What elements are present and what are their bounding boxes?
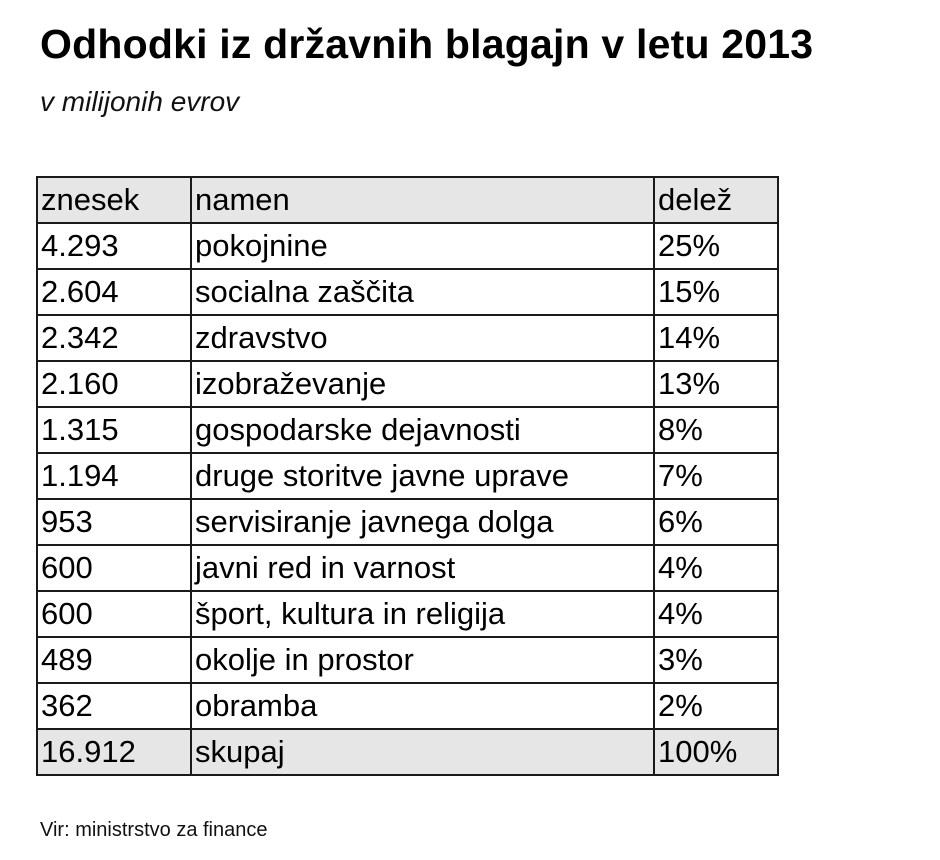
column-header-amount: znesek: [36, 176, 192, 224]
table-row: 600 šport, kultura in religija 4%: [36, 590, 779, 638]
table-row: 2.604 socialna zaščita 15%: [36, 268, 779, 316]
purpose-cell: servisiranje javnega dolga: [190, 498, 655, 546]
table-header-row: znesek namen delež: [36, 176, 779, 224]
share-cell: 3%: [653, 636, 779, 684]
share-cell: 14%: [653, 314, 779, 362]
table-row: 1.194 druge storitve javne uprave 7%: [36, 452, 779, 500]
amount-cell: 362: [36, 682, 192, 730]
share-cell: 2%: [653, 682, 779, 730]
table-row: 2.160 izobraževanje 13%: [36, 360, 779, 408]
table-row: 1.315 gospodarske dejavnosti 8%: [36, 406, 779, 454]
column-header-share: delež: [653, 176, 779, 224]
table-row: 362 obramba 2%: [36, 682, 779, 730]
total-amount-cell: 16.912: [36, 728, 192, 776]
purpose-cell: okolje in prostor: [190, 636, 655, 684]
share-cell: 13%: [653, 360, 779, 408]
table-row: 2.342 zdravstvo 14%: [36, 314, 779, 362]
amount-cell: 1.315: [36, 406, 192, 454]
table-row: 600 javni red in varnost 4%: [36, 544, 779, 592]
amount-cell: 1.194: [36, 452, 192, 500]
purpose-cell: socialna zaščita: [190, 268, 655, 316]
table-row: 489 okolje in prostor 3%: [36, 636, 779, 684]
amount-cell: 2.604: [36, 268, 192, 316]
amount-cell: 600: [36, 544, 192, 592]
purpose-cell: druge storitve javne uprave: [190, 452, 655, 500]
amount-cell: 4.293: [36, 222, 192, 270]
purpose-cell: zdravstvo: [190, 314, 655, 362]
page-subtitle: v milijonih evrov: [40, 86, 240, 117]
amount-cell: 600: [36, 590, 192, 638]
purpose-cell: gospodarske dejavnosti: [190, 406, 655, 454]
share-cell: 25%: [653, 222, 779, 270]
purpose-cell: pokojnine: [190, 222, 655, 270]
column-header-purpose: namen: [190, 176, 655, 224]
purpose-cell: izobraževanje: [190, 360, 655, 408]
share-cell: 8%: [653, 406, 779, 454]
total-row: 16.912 skupaj 100%: [36, 728, 779, 776]
purpose-cell: šport, kultura in religija: [190, 590, 655, 638]
share-cell: 4%: [653, 590, 779, 638]
amount-cell: 2.342: [36, 314, 192, 362]
source-note: Vir: ministrstvo za finance: [40, 819, 268, 841]
purpose-cell: obramba: [190, 682, 655, 730]
table-row: 953 servisiranje javnega dolga 6%: [36, 498, 779, 546]
share-cell: 7%: [653, 452, 779, 500]
share-cell: 6%: [653, 498, 779, 546]
table-row: 4.293 pokojnine 25%: [36, 222, 779, 270]
amount-cell: 2.160: [36, 360, 192, 408]
expenditure-table: znesek namen delež 4.293 pokojnine 25% 2…: [36, 176, 779, 776]
share-cell: 4%: [653, 544, 779, 592]
total-share-cell: 100%: [653, 728, 779, 776]
amount-cell: 953: [36, 498, 192, 546]
total-label-cell: skupaj: [190, 728, 655, 776]
page-title: Odhodki iz državnih blagajn v letu 2013: [40, 21, 814, 67]
purpose-cell: javni red in varnost: [190, 544, 655, 592]
amount-cell: 489: [36, 636, 192, 684]
share-cell: 15%: [653, 268, 779, 316]
